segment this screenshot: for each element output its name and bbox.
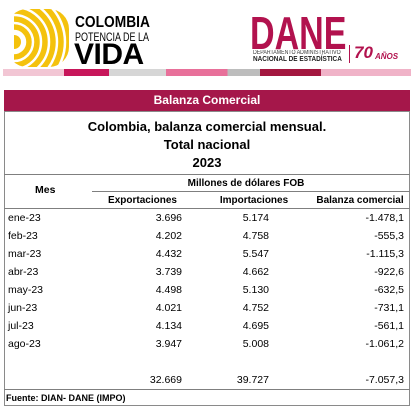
exports-cell: 32.669 [149,374,182,386]
colombia-logo-line3: VIDA [74,38,144,71]
header-mes: Mes [35,184,56,196]
table-year: 2023 [192,155,222,170]
decorative-stripe [3,69,411,76]
table-row: mar-23 4.432 5.547 -1.115,3 [0,245,414,263]
table-row: abr-23 3.739 4.662 -922,6 [0,263,414,281]
header-exportaciones: Exportaciones [108,195,177,206]
month-cell: feb-23 [8,230,38,242]
header-balanza-comercial: Balanza comercial [316,195,404,206]
imports-cell: 4.695 [242,320,269,332]
table-row: ago-23 3.947 5.008 -1.061,2 [0,335,414,353]
dane-anniversary-number: 70 [354,43,373,62]
balance-cell: -731,1 [374,302,404,314]
colombia-logo-line1: COLOMBIA [75,14,150,31]
exports-cell: 3.739 [155,266,182,278]
imports-cell: 4.752 [242,302,269,314]
balance-cell: -555,3 [374,230,404,242]
imports-cell: 5.174 [242,212,269,224]
balance-cell: -632,5 [374,284,404,296]
title-divider [4,174,410,175]
dane-logo-divider [349,45,350,63]
dane-anniversary-word: AÑOS [375,52,399,61]
imports-cell: 4.662 [242,266,269,278]
balance-cell: -7.057,3 [365,374,404,386]
section-title: Balanza Comercial [153,93,261,107]
balance-cell: -1.478,1 [365,212,404,224]
exports-cell: 4.432 [155,248,182,260]
source-note: Fuente: DIAN- DANE (IMPO) [6,393,126,403]
exports-cell: 3.947 [155,338,182,350]
table-row: jun-23 4.021 4.752 -731,1 [0,299,414,317]
imports-cell: 5.130 [242,284,269,296]
colombia-logo-line2: POTENCIA DE LA [75,30,150,44]
balance-cell: -1.115,3 [366,248,404,260]
header-importaciones: Importaciones [219,195,289,206]
month-cell: ago-23 [8,338,41,350]
exports-cell: 4.498 [155,284,182,296]
table-row: may-23 4.498 5.130 -632,5 [0,281,414,299]
imports-cell: 5.547 [242,248,269,260]
header-divider [4,208,410,209]
dane-logo-subtitle-2: NACIONAL DE ESTADÍSTICA [253,56,342,63]
month-cell: may-23 [8,284,44,296]
dane-logo-subtitle-1: DEPARTAMENTO ADMINISTRATIVO [253,50,341,56]
colombia-waves-icon [13,9,69,67]
exports-cell: 4.202 [155,230,182,242]
balance-cell: -1.061,2 [365,338,404,350]
table-row: ene-23 3.696 5.174 -1.478,1 [0,209,414,227]
month-cell: mar-23 [8,248,42,260]
section-title-bar: Balanza Comercial [4,90,410,111]
month-cell: abr-23 [8,266,39,278]
imports-cell: 5.008 [242,338,269,350]
table-row: feb-23 4.202 4.758 -555,3 [0,227,414,245]
table-subtitle: Total nacional [163,137,251,152]
unit-header-underline [92,191,410,192]
balance-cell: -561,1 [374,320,404,332]
imports-cell: 4.758 [242,230,269,242]
month-cell: ene-23 [8,212,41,224]
dane-logo-wordmark: DANE [250,7,347,59]
totals-row: 32.669 39.727 -7.057,3 [0,371,414,389]
trade-balance-table [4,111,410,406]
totals-divider [4,389,410,390]
table-title: Colombia, balanza comercial mensual. [87,119,327,134]
balance-cell: -922,6 [374,266,404,278]
exports-cell: 4.021 [155,302,182,314]
header-unit: Millones de dólares FOB [187,178,305,189]
exports-cell: 4.134 [155,320,182,332]
month-cell: jun-23 [8,302,38,314]
table-row: jul-23 4.134 4.695 -561,1 [0,317,414,335]
month-cell: jul-23 [8,320,34,332]
imports-cell: 39.727 [236,374,269,386]
exports-cell: 3.696 [155,212,182,224]
